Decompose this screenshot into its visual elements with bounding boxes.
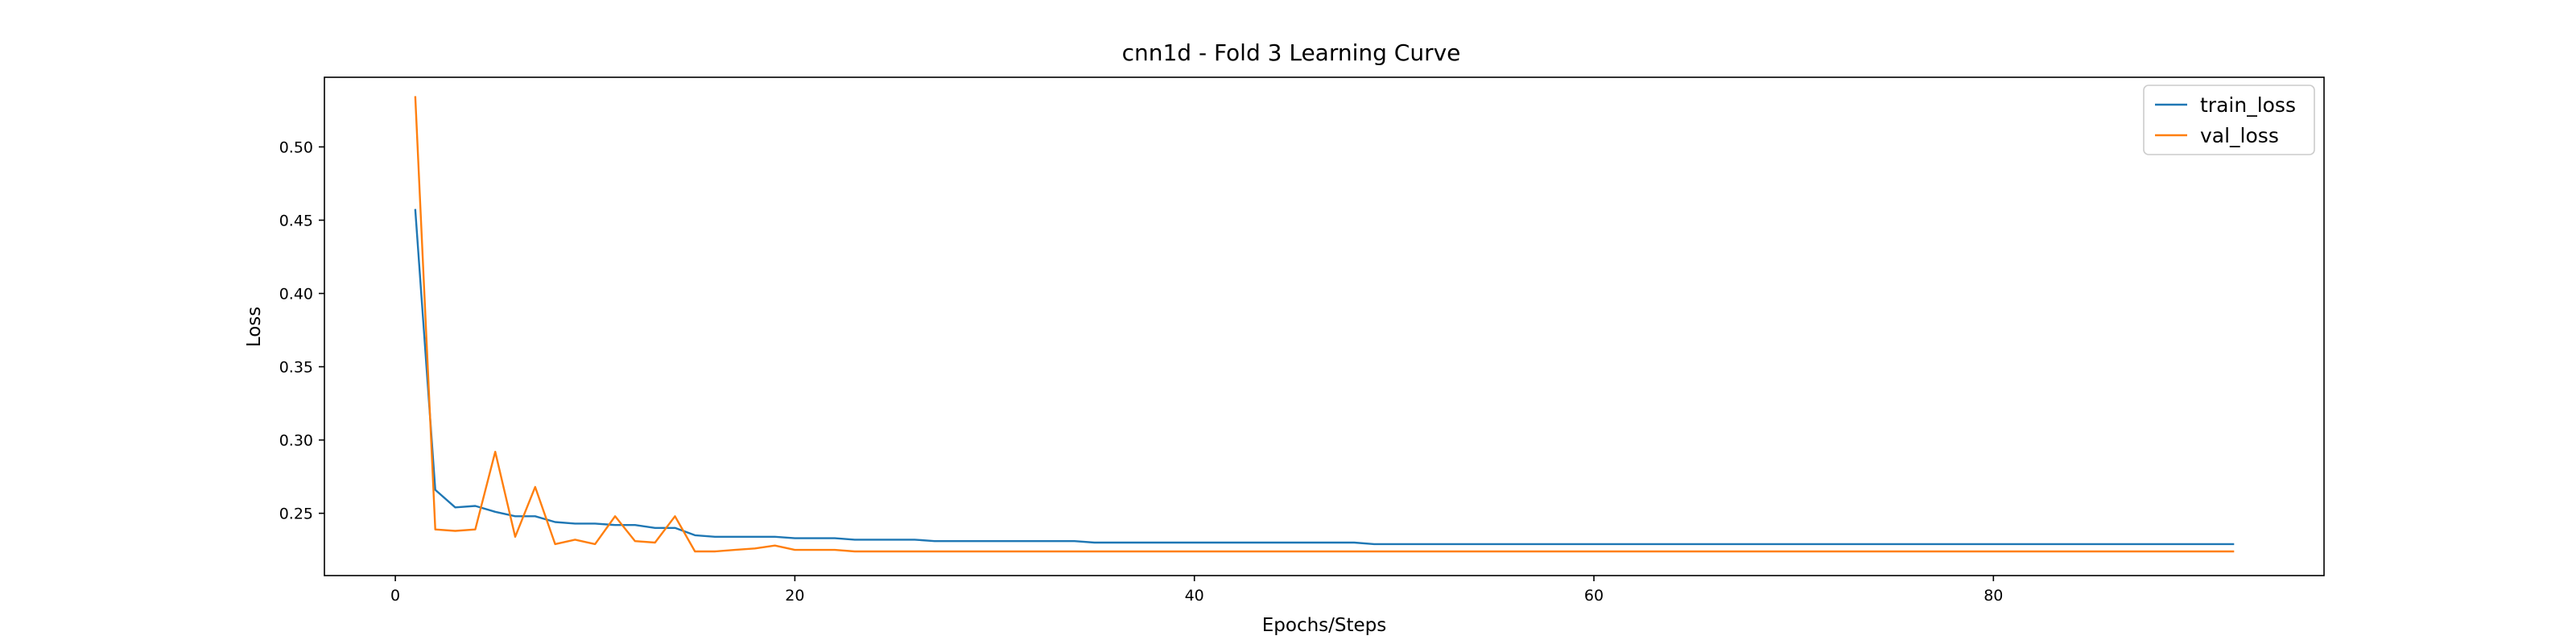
legend: train_loss val_loss: [2143, 85, 2315, 155]
series-line-train-loss: [414, 208, 2235, 546]
x-tick-label: 20: [785, 587, 804, 605]
y-tick-label: 0.40: [279, 286, 313, 303]
legend-box: [2143, 85, 2315, 155]
x-tick-label: 0: [390, 587, 400, 605]
legend-label-train-loss: train_loss: [2200, 93, 2296, 117]
y-tick-label: 0.50: [279, 138, 313, 156]
x-tick-label: 80: [1984, 587, 2003, 605]
plot-area-frame: [324, 76, 2325, 576]
x-axis: 0 20 40 60 80: [390, 576, 2003, 605]
series-line-val-loss: [414, 96, 2235, 553]
y-tick-label: 0.45: [279, 213, 313, 230]
y-tick-label: 0.35: [279, 359, 313, 377]
legend-label-val-loss: val_loss: [2200, 124, 2279, 147]
y-axis: 0.25 0.30 0.35 0.40 0.45 0.50: [279, 138, 324, 523]
y-tick-label: 0.25: [279, 506, 313, 523]
x-tick-label: 60: [1584, 587, 1604, 605]
chart-title: cnn1d - Fold 3 Learning Curve: [1122, 39, 1461, 66]
x-axis-label: Epochs/Steps: [1262, 615, 1387, 636]
series-layer: [414, 96, 2235, 553]
y-axis-label: Loss: [244, 307, 265, 347]
x-tick-label: 40: [1185, 587, 1204, 605]
y-tick-label: 0.30: [279, 432, 313, 450]
